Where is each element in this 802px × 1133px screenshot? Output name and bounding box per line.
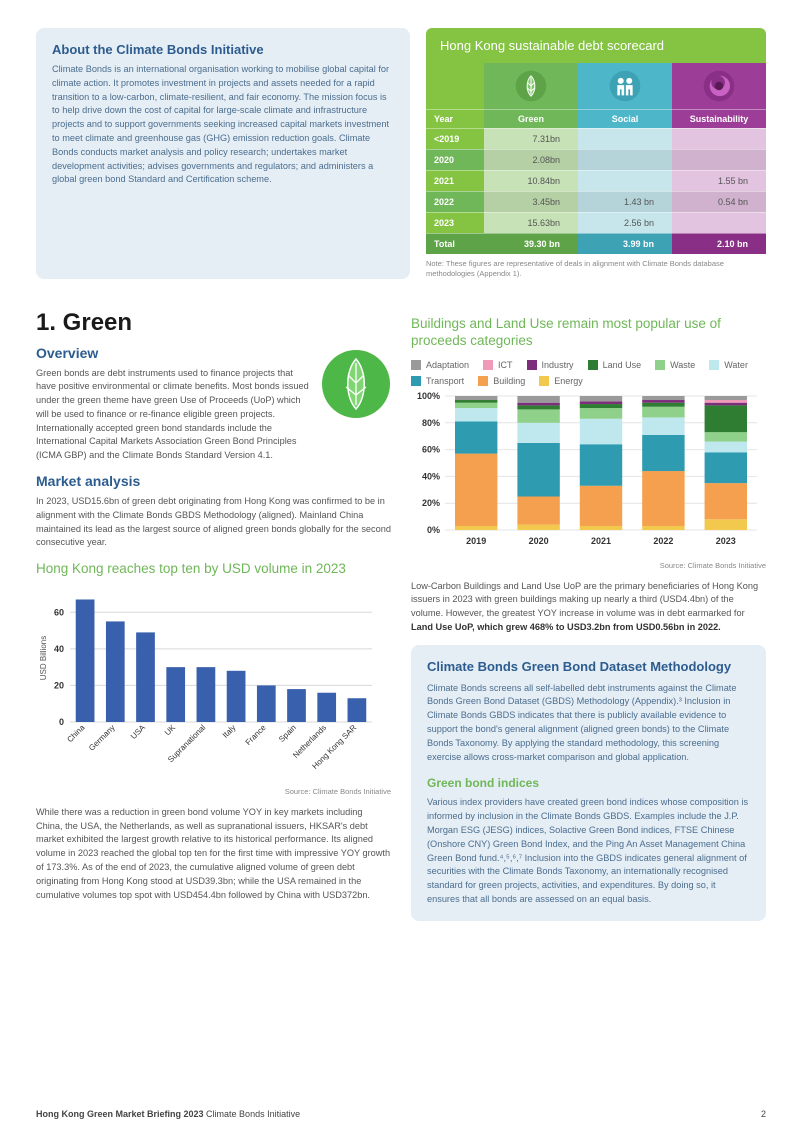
svg-text:2019: 2019: [466, 536, 486, 546]
para-right-1b: Land Use UoP, which grew 468% to USD3.2b…: [411, 622, 721, 632]
legend-item: ICT: [483, 360, 513, 370]
leaf-badge: [321, 349, 391, 419]
sc-icon-green: [484, 63, 578, 109]
svg-text:0%: 0%: [427, 525, 440, 535]
bar-chart: 0204060USD BillionsChinaGermanyUSAUKSupr…: [36, 588, 391, 783]
svg-text:20%: 20%: [422, 498, 440, 508]
legend-item: Land Use: [588, 360, 642, 370]
svg-text:80%: 80%: [422, 417, 440, 427]
svg-text:France: France: [244, 722, 268, 746]
page-number: 2: [761, 1109, 766, 1119]
svg-text:Spain: Spain: [277, 723, 298, 744]
stacked-chart-title: Buildings and Land Use remain most popul…: [411, 315, 766, 350]
scorecard-note: Note: These figures are representative o…: [426, 259, 766, 279]
indices-heading: Green bond indices: [427, 776, 750, 790]
about-box: About the Climate Bonds Initiative Clima…: [36, 28, 410, 279]
para-right: Low-Carbon Buildings and Land Use UoP ar…: [411, 580, 766, 635]
svg-text:2020: 2020: [529, 536, 549, 546]
svg-text:40: 40: [54, 644, 64, 654]
svg-text:USA: USA: [129, 722, 147, 740]
footer-org: Climate Bonds Initiative: [204, 1109, 301, 1119]
methodology-box: Climate Bonds Green Bond Dataset Methodo…: [411, 645, 766, 921]
svg-text:2022: 2022: [653, 536, 673, 546]
stacked-chart: 0% 20% 40% 60% 80% 100% 2019 2020 2021 2022 2023: [411, 392, 766, 557]
legend-item: Energy: [539, 376, 583, 386]
svg-text:100%: 100%: [417, 392, 440, 401]
stacked-legend: Adaptation ICT Industry Land Use Waste Water T…: [411, 360, 766, 386]
section-title: 1. Green: [36, 309, 391, 337]
svg-text:60%: 60%: [422, 444, 440, 454]
svg-text:Germany: Germany: [87, 723, 117, 753]
svg-text:China: China: [65, 722, 87, 744]
about-body: Climate Bonds is an international organi…: [52, 63, 394, 187]
sc-icon-social: [578, 63, 672, 109]
legend-item: Adaptation: [411, 360, 469, 370]
svg-text:Italy: Italy: [221, 723, 238, 740]
methodology-body: Climate Bonds screens all self-labelled …: [427, 682, 750, 765]
market-heading: Market analysis: [36, 473, 391, 489]
para-right-1: Low-Carbon Buildings and Land Use UoP ar…: [411, 581, 758, 619]
stacked-chart-source: Source: Climate Bonds Initiative: [411, 561, 766, 570]
methodology-title: Climate Bonds Green Bond Dataset Methodo…: [427, 659, 750, 676]
svg-text:0: 0: [59, 717, 64, 727]
scorecard-col-green: Green: [484, 109, 578, 128]
legend-item: Water: [709, 360, 748, 370]
scorecard-row: 202110.84bn1.55 bn: [426, 170, 766, 191]
right-column: Buildings and Land Use remain most popul…: [411, 287, 766, 921]
legend-item: Waste: [655, 360, 695, 370]
footer-title: Hong Kong Green Market Briefing 2023: [36, 1109, 204, 1119]
svg-text:40%: 40%: [422, 471, 440, 481]
scorecard-title: Hong Kong sustainable debt scorecard: [426, 28, 766, 63]
scorecard-row: 20223.45bn1.43 bn0.54 bn: [426, 191, 766, 212]
svg-text:20: 20: [54, 680, 64, 690]
legend-item: Building: [478, 376, 525, 386]
legend-item: Industry: [527, 360, 574, 370]
scorecard-col-sustainability: Sustainability: [672, 109, 766, 128]
about-title: About the Climate Bonds Initiative: [52, 42, 394, 57]
scorecard: Hong Kong sustainable debt scorecard Yea…: [426, 28, 766, 279]
svg-text:60: 60: [54, 607, 64, 617]
scorecard-total-row: Total39.30 bn3.99 bn2.10 bn: [426, 233, 766, 254]
scorecard-col-social: Social: [578, 109, 672, 128]
svg-text:USD Billions: USD Billions: [39, 636, 48, 680]
scorecard-year-header: Year: [426, 109, 484, 128]
svg-text:2023: 2023: [716, 536, 736, 546]
para-left: While there was a reduction in green bon…: [36, 806, 391, 903]
svg-text:UK: UK: [163, 722, 178, 737]
svg-text:2021: 2021: [591, 536, 611, 546]
left-column: 1. Green Overview Green bonds are debt i…: [36, 287, 391, 921]
scorecard-row: 20202.08bn: [426, 149, 766, 170]
sc-icon-sustainability: [672, 63, 766, 109]
scorecard-row: <20197.31bn: [426, 128, 766, 149]
market-text: In 2023, USD15.6bn of green debt origina…: [36, 495, 391, 550]
bar-chart-title: Hong Kong reaches top ten by USD volume …: [36, 560, 391, 578]
indices-body: Various index providers have created gre…: [427, 796, 750, 906]
scorecard-row: 202315.63bn2.56 bn: [426, 212, 766, 233]
footer: Hong Kong Green Market Briefing 2023 Cli…: [36, 1109, 766, 1119]
bar-chart-source: Source: Climate Bonds Initiative: [36, 787, 391, 796]
legend-item: Transport: [411, 376, 464, 386]
